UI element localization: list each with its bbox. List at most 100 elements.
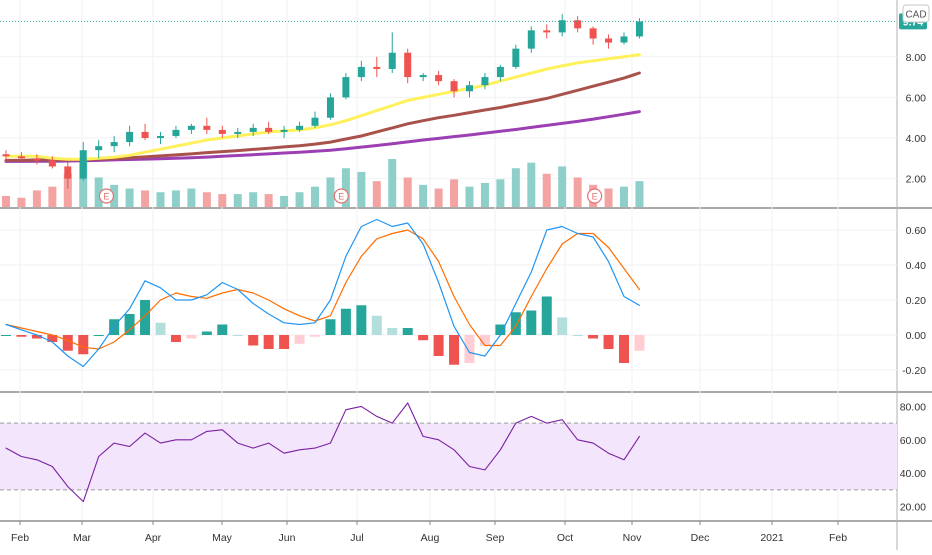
candle-body[interactable] [527,30,535,49]
volume-bar [311,186,319,207]
macd-histogram-bar [263,335,274,349]
volume-bar [202,192,211,207]
candle-body[interactable] [79,150,87,179]
candle-body[interactable] [342,77,350,98]
macd-histogram-bar [541,296,552,335]
rsi-axis-tick: 60.00 [900,435,926,447]
volume-bar [110,184,119,207]
volume-bar [48,186,57,207]
volume-bar [558,166,567,207]
earnings-marker[interactable] [98,188,115,204]
macd-histogram-bar [433,335,444,356]
earnings-marker-label: E [103,192,109,202]
macd-axis-tick: 0.60 [906,225,927,237]
time-axis-label: Aug [421,532,440,544]
candle-body[interactable] [2,154,10,157]
candle-body[interactable] [357,66,365,78]
candle-body[interactable] [218,129,226,134]
volume-bar [32,190,41,207]
volume-bar [264,194,273,207]
volume-bar [388,159,397,207]
time-axis-label: Dec [691,532,710,544]
macd-histogram-bar [232,335,243,336]
candle-body[interactable] [419,75,427,78]
candle-body[interactable] [141,131,149,139]
macd-histogram-bar [201,331,212,335]
volume-bar [635,181,644,207]
candle-body[interactable] [95,146,103,151]
price-axis-tick: 8.00 [906,52,927,64]
candle-body[interactable] [466,85,473,92]
volume-bar [511,168,520,207]
time-axis-label: Jun [279,532,296,544]
candle-body[interactable] [404,52,412,78]
candle-body[interactable] [203,125,211,130]
earnings-marker[interactable] [587,188,603,204]
time-axis-label: Jul [350,532,363,544]
volume-bar [341,168,350,207]
volume-bar [280,195,289,207]
macd-histogram-bar [47,335,58,342]
candle-body[interactable] [311,117,319,126]
candle-body[interactable] [373,66,381,69]
price-axis-tick: 2.00 [906,174,927,186]
candle-body[interactable] [296,125,304,130]
macd-histogram-bar [340,308,351,335]
earnings-marker[interactable] [333,188,349,204]
candle-body[interactable] [558,20,566,33]
volume-bar [450,179,459,207]
price-axis-tick: 4.00 [906,133,927,145]
candle-body[interactable] [589,28,597,39]
volume-bar [94,177,103,207]
currency-badge[interactable] [902,4,930,23]
macd-histogram-bar [78,335,89,355]
candle-body[interactable] [17,156,25,159]
candle-body[interactable] [496,66,504,78]
candle-body[interactable] [249,127,257,132]
candle-body[interactable] [388,52,396,69]
candle-body[interactable] [187,125,195,130]
macd-line [5,218,641,368]
candle-body[interactable] [234,131,242,134]
candle-body[interactable] [265,127,273,132]
macd-axis-tick: -0.20 [902,365,926,377]
volume-bar [542,173,551,207]
candle-body[interactable] [481,77,489,86]
candle-body[interactable] [574,20,582,29]
macd-histogram-bar [603,335,614,349]
candle-body[interactable] [450,81,458,92]
candle-body[interactable] [33,158,41,161]
candle-body[interactable] [543,30,551,33]
candle-body[interactable] [435,75,443,82]
volume-bar [17,197,26,207]
candle-body[interactable] [280,129,288,132]
candle-body[interactable] [48,160,56,167]
macd-histogram-bar [495,324,506,335]
macd-histogram-bar [279,335,290,349]
volume-bar [357,171,366,207]
candle-body[interactable] [157,135,164,139]
macd-histogram-bar [479,335,490,346]
macd-histogram-bar [449,335,460,365]
rsi-axis-tick: 20.00 [900,502,926,514]
candle-body[interactable] [605,38,613,43]
candle-body[interactable] [126,131,134,143]
macd-histogram-bar [418,335,429,341]
candle-body[interactable] [620,36,628,43]
macd-axis-tick: 0.20 [906,295,927,307]
candle-body[interactable] [326,97,334,118]
candle-body[interactable] [110,142,118,147]
time-axis-label: 2021 [760,532,784,544]
time-axis-label: May [212,532,233,544]
candle-body[interactable] [172,129,180,136]
macd-histogram-bar [16,335,27,337]
candle-body[interactable] [512,48,520,67]
macd-histogram-bar [310,335,320,337]
candle-body[interactable] [635,21,643,37]
macd-histogram-bar [325,319,336,335]
candle-body[interactable] [64,166,72,179]
volume-bar [79,162,88,207]
macd-histogram-bar [526,310,537,335]
